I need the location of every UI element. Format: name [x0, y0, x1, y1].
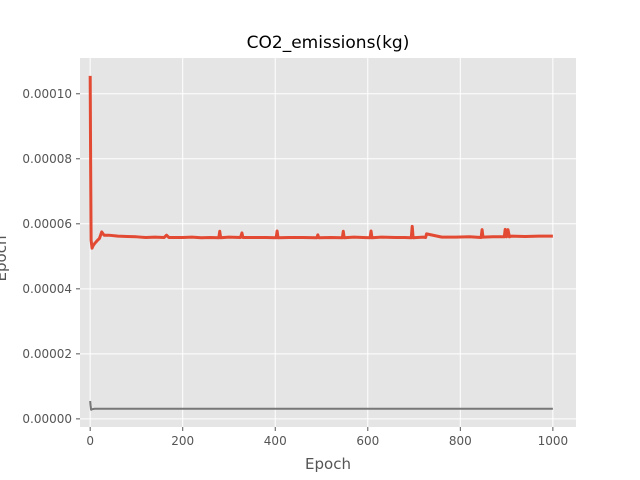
y-tick-label-5: 0.00010: [22, 87, 72, 101]
x-axis-ticks: 0 200 400 600 800 1000: [86, 427, 568, 448]
y-tick-label-2: 0.00004: [22, 282, 72, 296]
y-tick-label-4: 0.00008: [22, 152, 72, 166]
plot-area: [80, 58, 576, 427]
x-tick-label-3: 600: [356, 434, 379, 448]
y-axis-ticks: 0.00000 0.00002 0.00004 0.00006 0.00008 0.000…: [22, 87, 80, 426]
x-tick-label-5: 1000: [538, 434, 569, 448]
x-tick-label-1: 200: [171, 434, 194, 448]
x-tick-label-0: 0: [86, 434, 94, 448]
series-layer: [88, 75, 553, 411]
grid-lines: [80, 58, 576, 427]
y-tick-label-0: 0.00000: [22, 412, 72, 426]
y-axis-label: Epoch: [0, 236, 10, 282]
series-line-1: [89, 400, 553, 411]
x-axis-label: Epoch: [305, 455, 351, 473]
chart-title: CO2_emissions(kg): [247, 33, 410, 53]
x-tick-label-4: 800: [449, 434, 472, 448]
series-line-0: [88, 75, 553, 250]
y-tick-label-1: 0.00002: [22, 347, 72, 361]
x-tick-label-2: 400: [264, 434, 287, 448]
y-tick-label-3: 0.00006: [22, 217, 72, 231]
